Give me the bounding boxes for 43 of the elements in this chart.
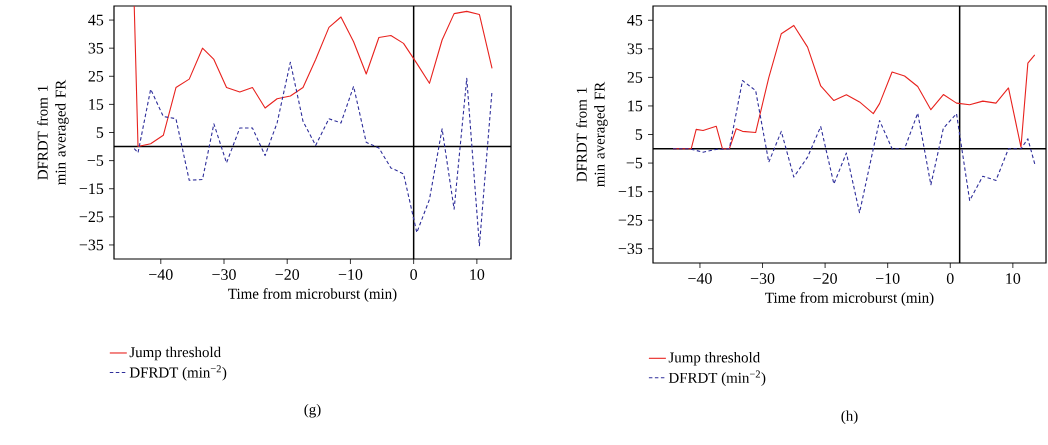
x-axis-title: Time from microburst (min) (765, 292, 934, 306)
y-tick-label: 45 (627, 14, 643, 26)
y-tick-label: 25 (627, 72, 643, 83)
y-tick-label: −15 (618, 186, 643, 197)
legend-label: DFRDT (min$^{−2}$) (668, 370, 766, 386)
y-tick-label: −5 (87, 155, 104, 166)
x-tick-label: 10 (1006, 273, 1021, 284)
y-tick-label: 15 (89, 99, 104, 110)
x-tick-label: −10 (338, 269, 363, 280)
y-tick-label: −25 (79, 211, 104, 223)
y-tick-label: −35 (618, 243, 643, 255)
x-tick-label: −20 (813, 273, 837, 284)
y-tick-label: 45 (88, 14, 104, 26)
y-tick-label: −35 (79, 239, 104, 251)
line-series (133, 61, 493, 247)
x-axis-title: Time from microburst (min) (228, 288, 397, 302)
y-axis-title: DFRDT from 1 min averaged FR (576, 81, 608, 187)
legend-label: DFRDT (min$^{−2}$) (129, 365, 227, 381)
y-tick-label: 5 (96, 127, 104, 138)
y-tick-label: 35 (627, 43, 643, 55)
y-tick-label: 25 (88, 70, 104, 82)
text: (h) (841, 410, 858, 424)
line-series (672, 79, 1036, 214)
x-tick-label: −40 (149, 269, 173, 280)
y-axis-title: DFRDT from 1 min averaged FR (37, 79, 69, 185)
line-series (133, 6, 493, 148)
y-tick-label: 15 (628, 100, 643, 112)
text: (g) (304, 404, 321, 418)
x-tick-label: −30 (750, 273, 775, 284)
y-tick-label: 5 (635, 129, 643, 140)
y-tick-label: −15 (79, 183, 104, 195)
x-tick-label: −10 (876, 273, 900, 284)
x-tick-label: −20 (275, 269, 300, 280)
y-tick-label: −25 (618, 214, 643, 226)
x-tick-label: 0 (946, 273, 954, 284)
y-tick-label: 35 (88, 42, 104, 54)
legend-label: Jump threshold (668, 352, 760, 366)
x-tick-label: 10 (470, 269, 485, 280)
x-tick-label: 0 (410, 269, 418, 280)
x-tick-label: −40 (688, 273, 712, 284)
y-tick-label: −5 (626, 157, 643, 169)
x-tick-label: −30 (212, 269, 236, 280)
legend-label: Jump threshold (129, 346, 221, 361)
